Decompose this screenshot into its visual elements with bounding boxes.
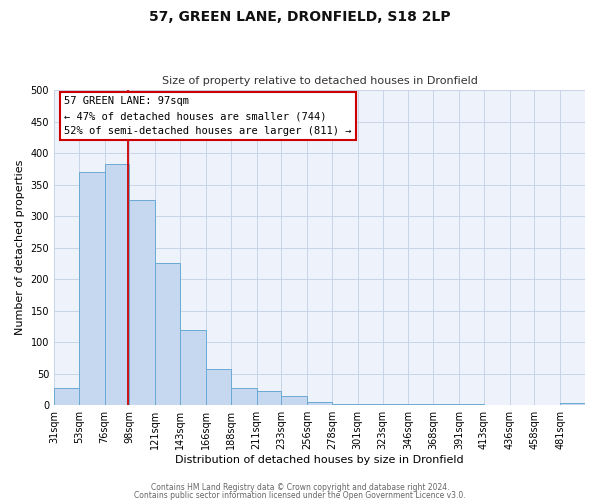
Bar	[180, 330, 206, 405]
Bar	[281, 396, 307, 405]
Y-axis label: Number of detached properties: Number of detached properties	[15, 160, 25, 336]
Text: Contains public sector information licensed under the Open Government Licence v3: Contains public sector information licen…	[134, 491, 466, 500]
Bar	[155, 264, 180, 405]
Title: Size of property relative to detached houses in Dronfield: Size of property relative to detached ho…	[161, 76, 478, 86]
Bar	[409, 404, 433, 405]
Bar	[332, 404, 358, 405]
Text: 57, GREEN LANE, DRONFIELD, S18 2LP: 57, GREEN LANE, DRONFIELD, S18 2LP	[149, 10, 451, 24]
Bar	[230, 388, 257, 405]
Bar	[130, 200, 155, 405]
Text: 57 GREEN LANE: 97sqm
← 47% of detached houses are smaller (744)
52% of semi-deta: 57 GREEN LANE: 97sqm ← 47% of detached h…	[64, 96, 352, 136]
X-axis label: Distribution of detached houses by size in Dronfield: Distribution of detached houses by size …	[175, 455, 464, 465]
Bar	[383, 404, 409, 405]
Bar	[307, 402, 332, 405]
Bar	[104, 164, 130, 405]
Bar	[206, 368, 230, 405]
Bar	[433, 404, 459, 405]
Text: Contains HM Land Registry data © Crown copyright and database right 2024.: Contains HM Land Registry data © Crown c…	[151, 484, 449, 492]
Bar	[459, 404, 484, 405]
Bar	[54, 388, 79, 405]
Bar	[358, 404, 383, 405]
Bar	[79, 172, 104, 405]
Bar	[560, 404, 585, 405]
Bar	[257, 392, 281, 405]
